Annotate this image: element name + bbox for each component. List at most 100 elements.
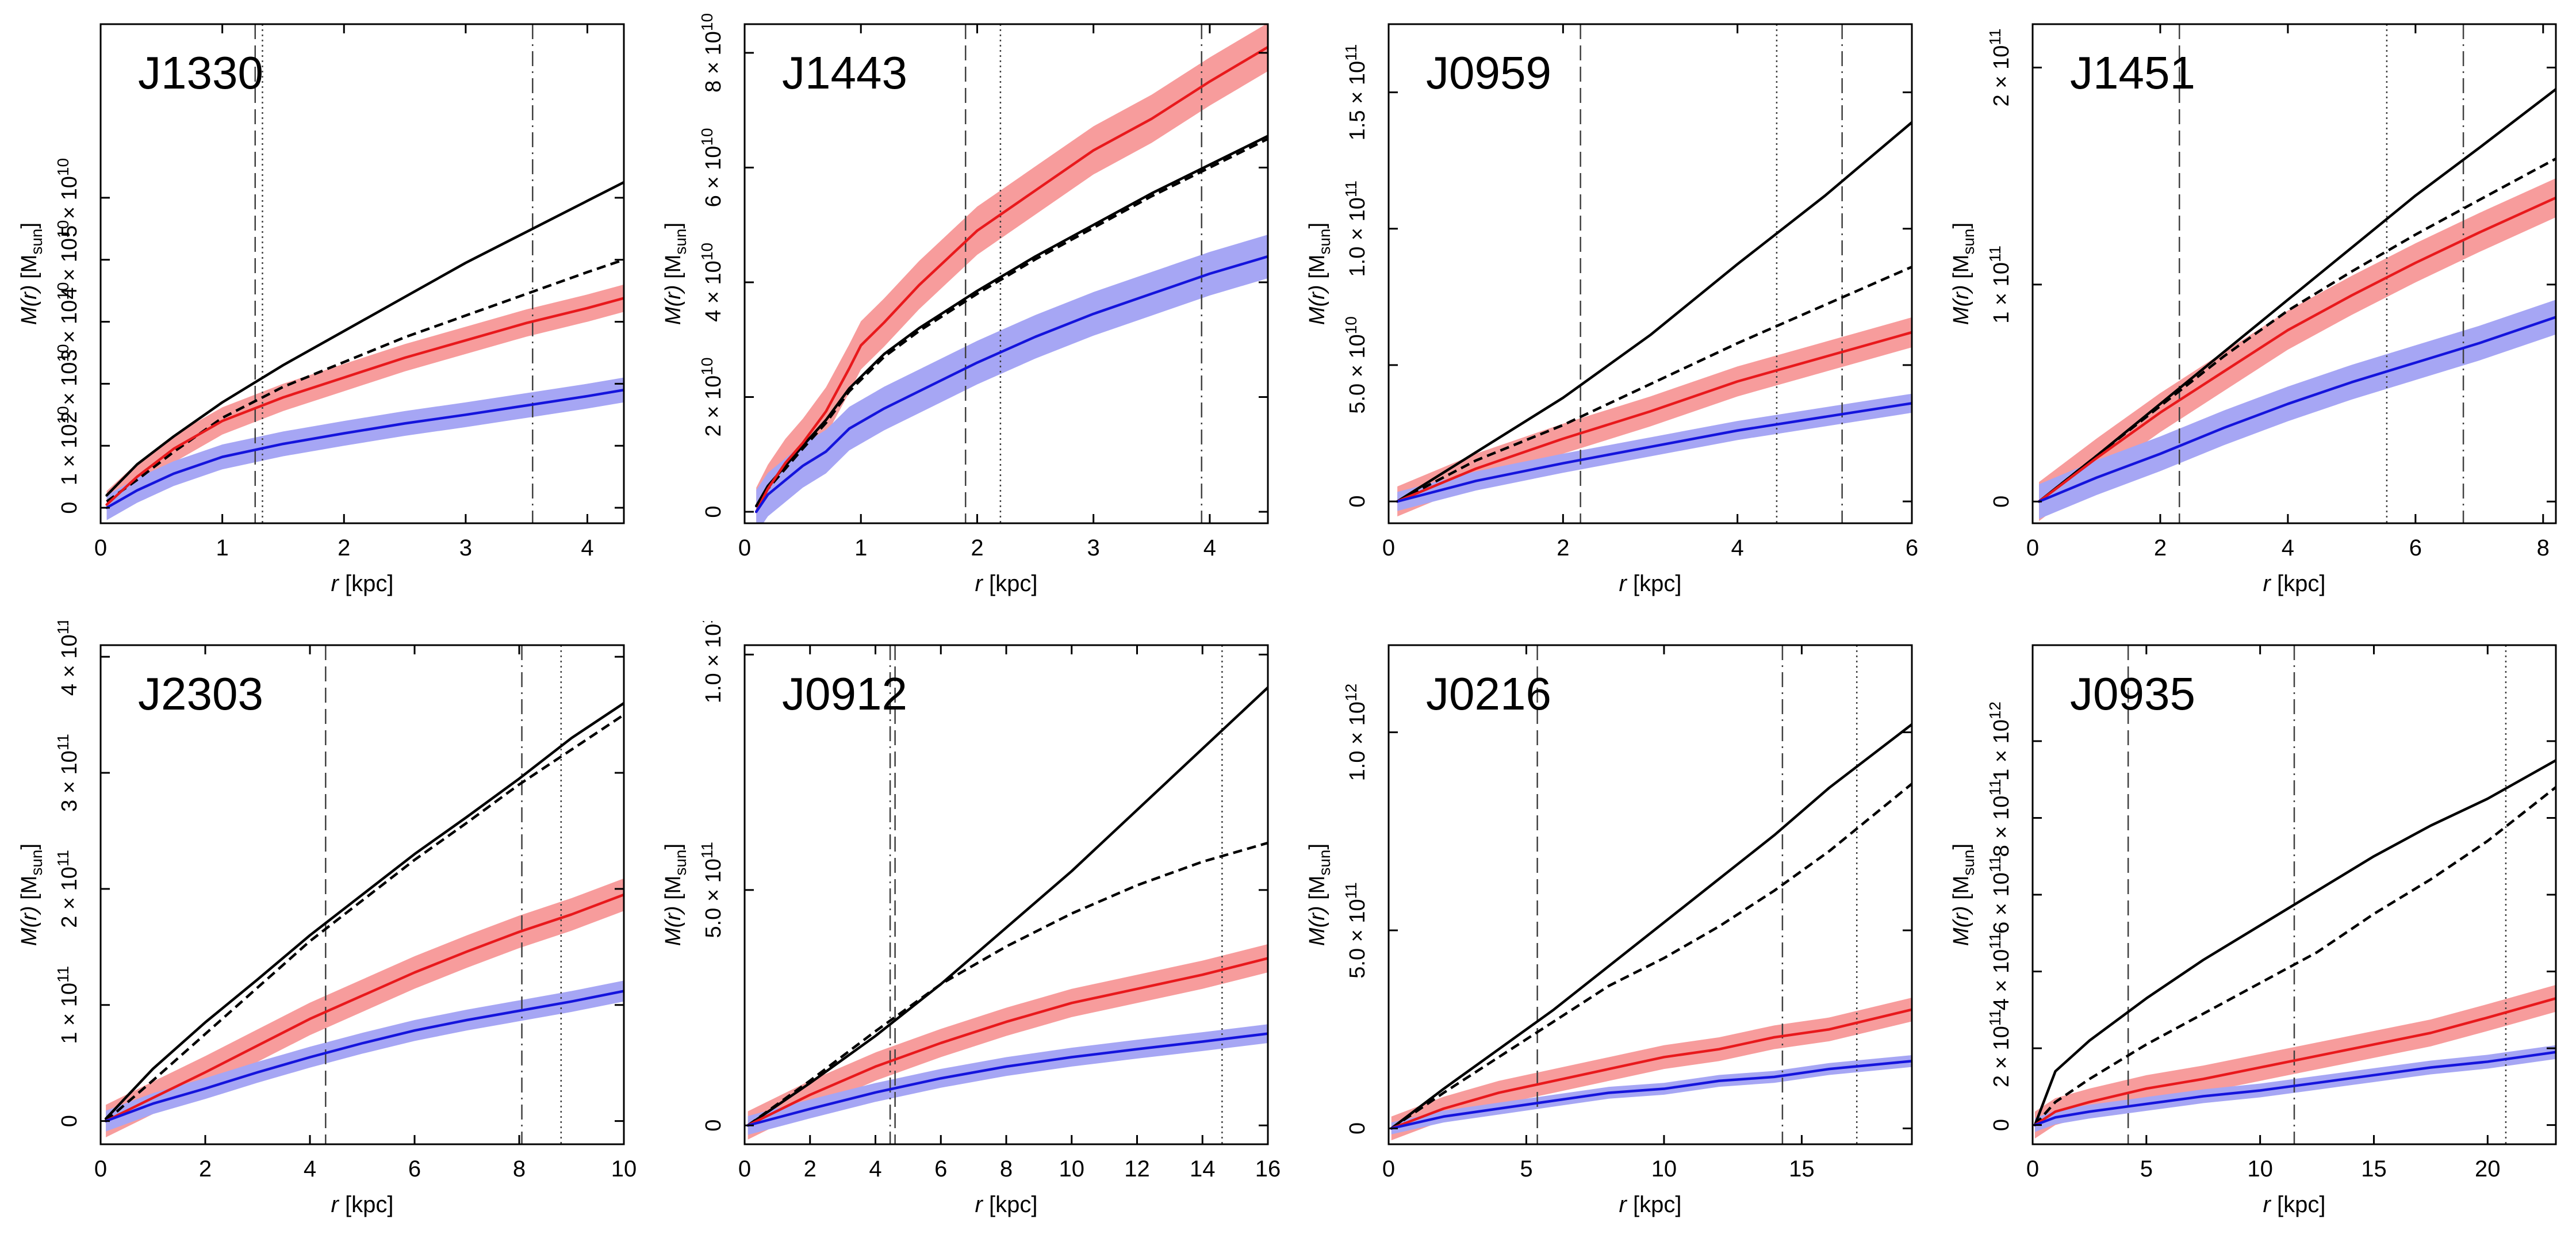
chart-5-ytick-mantissa: 0 [702,1120,726,1132]
panel-j0959: 0 2 4 6 0 5.0 × 1010 1.0 × 1011 1.5 × 1011 r [kp… [1288,0,1932,621]
chart-3-solid-line [2037,87,2556,503]
chart-0-ytick-label: 0 [57,501,82,513]
chart-1-solid-line [754,135,1268,508]
chart-7-y-axis-label: M(r) [Msun] [1949,844,1977,946]
chart-0-plot-area [105,24,624,523]
chart-0-y-axis-sub: sun [28,229,45,255]
chart-3-y-axis-close: ] [1949,223,1973,229]
chart-7-ytick-label: 4 × 1011 [1986,933,2014,1011]
chart-0-ytick-label: 2 × 1010 [54,344,82,423]
chart-7-ytick-exponent: 11 [1986,779,2004,796]
chart-5-y-axis-label: M(r) [Msun] [661,844,689,946]
chart-0-title: J1330 [138,47,263,98]
chart-0-red-band [106,284,624,519]
chart-6-xtick-label: 0 [1382,1156,1395,1182]
chart-6-frame [1387,644,1913,1145]
chart-2-y-axis-sub: sun [1316,229,1333,255]
chart-0-solid-line [105,181,624,497]
chart-3-xtick-label: 6 [2409,535,2422,561]
chart-4-dashed-line [105,714,624,1122]
chart-2-xtick-label: 2 [1557,535,1569,561]
chart-0-ytick-exponent: 10 [54,220,72,238]
chart-2-ytick-mantissa: 1.0 × 10 [1346,197,1370,277]
chart-2-solid-line [1396,121,1912,503]
chart-5-ytick-exponent: 12 [698,621,716,624]
chart-5-x-axis-label: r [kpc] [975,1192,1038,1217]
chart-3-xtick-label: 0 [2026,535,2039,561]
chart-3-ytick-label: 2 × 1011 [1986,29,2014,107]
chart-3-y-axis-func: M(r) [1949,279,1973,325]
chart-7-ytick-exponent: 11 [1986,1009,2004,1026]
chart-2-plot-area [1396,24,1912,523]
chart-4-solid-line [104,702,624,1120]
chart-6-y-axis-unit: [M [1305,876,1329,900]
chart-0-xtick-label: 4 [581,535,593,561]
chart-7-title: J0935 [2070,668,2195,719]
chart-4-blue-band [106,980,624,1132]
chart-2-x-axis-label: r [kpc] [1619,571,1682,596]
panel-j2303: 0 2 4 6 8 10 0 1 × 1011 2 × 1011 3 × 1011 4 × 1011… [0,621,644,1242]
chart-2-ytick-label: 1.5 × 1011 [1342,44,1370,140]
panel-j0935: 0 5 10 15 20 0 2 × 1011 4 × 1011 6 × 1011 8 × 101… [1932,621,2576,1242]
chart-6-ytick-label: 5.0 × 1011 [1342,882,1370,978]
chart-0-ytick-label: 1 × 1010 [54,406,82,485]
chart-6-ytick-mantissa: 0 [1346,1122,1370,1134]
chart-5-ytick-exponent: 11 [698,842,716,858]
chart-1-blue-line [754,255,1268,513]
chart-5-ytick-label: 5.0 × 1011 [698,842,726,938]
chart-1-x-axis-var: r [975,571,984,596]
chart-4-ytick-mantissa: 4 × 10 [57,634,82,696]
chart-5-red-band [747,944,1268,1140]
chart-4-plot-area [104,645,624,1144]
chart-0-ytick-mantissa: 3 × 10 [57,300,82,362]
chart-4-xtick-label: 8 [513,1156,526,1182]
chart-2-ytick-exponent: 11 [1342,44,1360,61]
chart-4-blue-line [104,990,624,1122]
chart-4-ytick-mantissa: 1 × 10 [57,983,82,1044]
chart-5-xtick-label: 4 [869,1156,881,1182]
chart-0-red-line [105,297,624,506]
chart-6-blue-line [1390,1060,1912,1130]
chart-5-xtick-label: 14 [1190,1156,1216,1182]
chart-2-frame [1387,23,1913,524]
panel-j0216: 0 5 10 15 0 5.0 × 1011 1.0 × 1012 r [kpc] M(r) [… [1288,621,1932,1242]
chart-7-x-axis-label: r [kpc] [2263,1192,2326,1217]
chart-5-xtick-label: 6 [934,1156,947,1182]
chart-7-plot-area [2033,645,2556,1144]
chart-1-ytick-mantissa: 8 × 10 [702,31,726,93]
chart-2-xtick-label: 0 [1382,535,1395,561]
chart-6-solid-line [1390,723,1912,1130]
chart-0-blue-band [106,377,624,520]
chart-3-ytick-label: 1 × 1011 [1986,246,2014,324]
chart-4-ytick-exponent: 11 [54,621,72,634]
chart-6-ytick-mantissa: 5.0 × 10 [1346,899,1370,978]
chart-6-ytick-exponent: 12 [1342,684,1360,702]
chart-4-xtick-label: 10 [611,1156,637,1182]
chart-1-ytick-exponent: 10 [698,128,716,145]
chart-4-xtick-label: 2 [199,1156,212,1182]
chart-5-x-axis-unit: [kpc] [983,1192,1038,1217]
chart-7-red-band [2034,984,2556,1138]
chart-4-ytick-mantissa: 0 [57,1115,82,1127]
chart-3-xtick-label: 8 [2537,535,2550,561]
chart-5-solid-line [746,686,1268,1127]
chart-7-ytick-label: 1 × 1012 [1986,702,2014,781]
chart-3-title: J1451 [2070,47,2195,98]
chart-3-x-axis-var: r [2263,571,2272,596]
chart-2-x-axis-var: r [1619,571,1628,596]
chart-4-frame [99,644,625,1145]
chart-3-blue-band [2039,300,2556,519]
chart-0-ytick-mantissa: 2 × 10 [57,362,82,424]
chart-1-x-axis-unit: [kpc] [983,571,1038,596]
chart-3-ytick-mantissa: 2 × 10 [1989,45,2014,107]
chart-4-xtick-label: 4 [304,1156,316,1182]
chart-6-ytick-label: 0 [1346,1122,1370,1134]
chart-7-ytick-mantissa: 4 × 10 [1989,949,2014,1011]
chart-5-y-axis-unit: [M [661,876,685,900]
chart-1-ytick-label: 6 × 1010 [698,128,726,207]
chart-2-ytick-label: 5.0 × 1010 [1342,316,1370,414]
chart-7-solid-line [2033,759,2556,1126]
